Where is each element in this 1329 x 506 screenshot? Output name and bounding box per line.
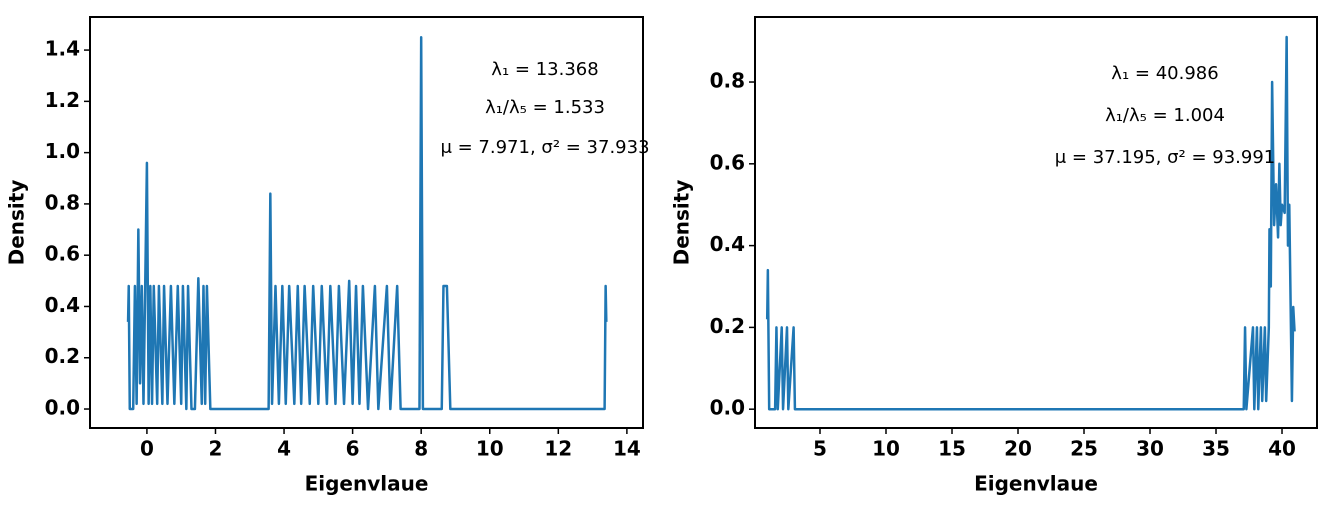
y-tick-label: 0.0	[710, 396, 745, 420]
x-tick-label: 10	[872, 437, 900, 461]
annotation: μ = 37.195, σ² = 93.991	[1055, 147, 1276, 168]
y-tick-label: 0.8	[45, 190, 80, 214]
x-tick-label: 20	[1004, 437, 1032, 461]
x-tick-label: 8	[414, 437, 428, 461]
x-axis-label: Eigenvlaue	[974, 472, 1098, 496]
y-axis-label: Density	[5, 180, 29, 266]
x-tick-label: 30	[1136, 437, 1164, 461]
y-tick-label: 0.2	[710, 314, 745, 338]
y-tick-label: 1.4	[45, 37, 80, 61]
line-series	[765, 35, 1296, 411]
y-tick-label: 0.8	[710, 69, 745, 93]
x-tick-label: 6	[346, 437, 360, 461]
x-tick-label: 35	[1202, 437, 1230, 461]
x-tick-label: 15	[938, 437, 966, 461]
x-tick-label: 0	[140, 437, 154, 461]
annotation: λ₁/λ₅ = 1.533	[485, 97, 605, 118]
x-tick-label: 12	[544, 437, 572, 461]
y-tick-label: 0.6	[45, 242, 80, 266]
x-tick-label: 4	[277, 437, 291, 461]
y-axis-label: Density	[670, 180, 694, 266]
y-tick-label: 0.6	[710, 150, 745, 174]
y-tick-label: 1.0	[45, 139, 80, 163]
annotation: λ₁ = 13.368	[491, 59, 598, 80]
y-tick-label: 1.2	[45, 88, 80, 112]
x-tick-label: 5	[813, 437, 827, 461]
x-tick-label: 14	[613, 437, 641, 461]
x-axis-label: Eigenvlaue	[305, 472, 429, 496]
annotation: μ = 7.971, σ² = 37.933	[440, 137, 649, 158]
annotation: λ₁/λ₅ = 1.004	[1105, 105, 1225, 126]
x-tick-label: 10	[476, 437, 504, 461]
x-tick-label: 40	[1268, 437, 1296, 461]
y-tick-label: 0.0	[45, 396, 80, 420]
line-series	[126, 36, 608, 411]
x-tick-label: 2	[209, 437, 223, 461]
y-tick-label: 0.4	[45, 293, 80, 317]
plot-frame	[89, 16, 644, 429]
plot-frame	[754, 16, 1318, 429]
x-tick-label: 25	[1070, 437, 1098, 461]
annotation: λ₁ = 40.986	[1111, 63, 1218, 84]
y-tick-label: 0.4	[710, 232, 745, 256]
y-tick-label: 0.2	[45, 344, 80, 368]
